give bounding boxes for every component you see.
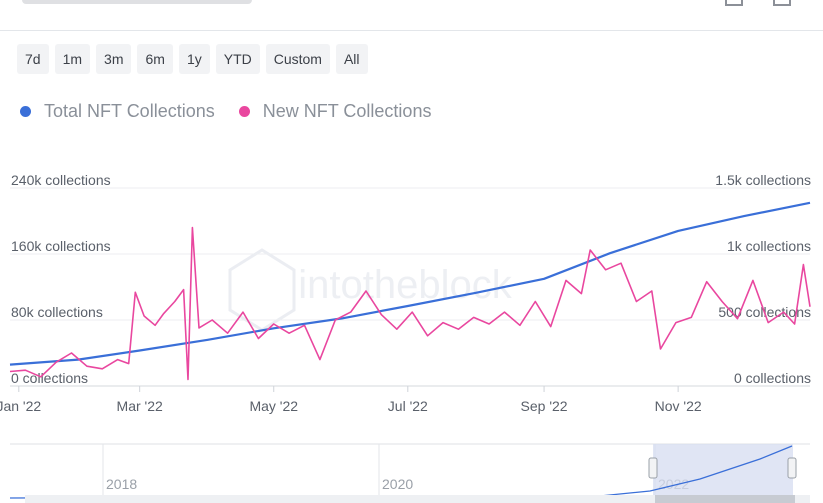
legend-label-new: New NFT Collections [262,101,432,121]
x-tick-label: Sep '22 [521,398,568,414]
range-6m-button[interactable]: 6m [137,44,173,74]
y-left-tick-label: 240k collections [11,172,111,188]
legend-item-new[interactable]: New NFT Collections [238,101,432,122]
new-collections-line [9,226,811,381]
navigator-left-handle [648,457,658,479]
range-ytd-button[interactable]: YTD [215,44,260,74]
x-tick-label: May '22 [249,398,298,414]
watermark-logo-icon [228,248,296,332]
navigator-scrollbar-thumb [655,495,795,503]
navigator-year-label: 2020 [382,476,413,492]
download-icon[interactable] [725,0,743,6]
legend-label-total: Total NFT Collections [44,101,215,121]
y-left-tick-label: 0 collections [11,370,88,386]
watermark-text: intotheblock [298,263,512,307]
range-button-group: 7d 1m 3m 6m 1y YTD Custom All [17,44,368,74]
y-right-tick-label: 1.5k collections [715,172,811,188]
top-bar [0,0,823,31]
x-tick-label: Jan '22 [0,398,41,414]
navigator-selection [653,444,793,503]
range-1y-button[interactable]: 1y [178,44,210,74]
navigator-right-handle [787,457,797,479]
page-title-cropped [22,0,252,4]
range-1m-button[interactable]: 1m [54,44,91,74]
legend-dot-new [238,106,250,117]
legend: Total NFT Collections New NFT Collection… [20,101,455,122]
y-right-tick-label: 0 collections [734,370,811,386]
x-tick-label: Mar '22 [117,398,163,414]
navigator-year-label: 2018 [106,476,137,492]
legend-item-total[interactable]: Total NFT Collections [20,101,215,122]
navigator-scrollbar-track [25,495,810,503]
x-tick-label: Jul '22 [388,398,428,414]
range-7d-button[interactable]: 7d [17,44,49,74]
range-all-button[interactable]: All [335,44,368,74]
x-tick-label: Nov '22 [655,398,702,414]
range-3m-button[interactable]: 3m [96,44,132,74]
y-left-tick-label: 80k collections [11,304,103,320]
total-collections-line [9,201,811,366]
expand-icon[interactable] [773,0,791,6]
y-right-tick-label: 1k collections [727,238,811,254]
range-custom-button[interactable]: Custom [265,44,330,74]
y-left-tick-label: 160k collections [11,238,111,254]
legend-dot-total [20,106,31,117]
